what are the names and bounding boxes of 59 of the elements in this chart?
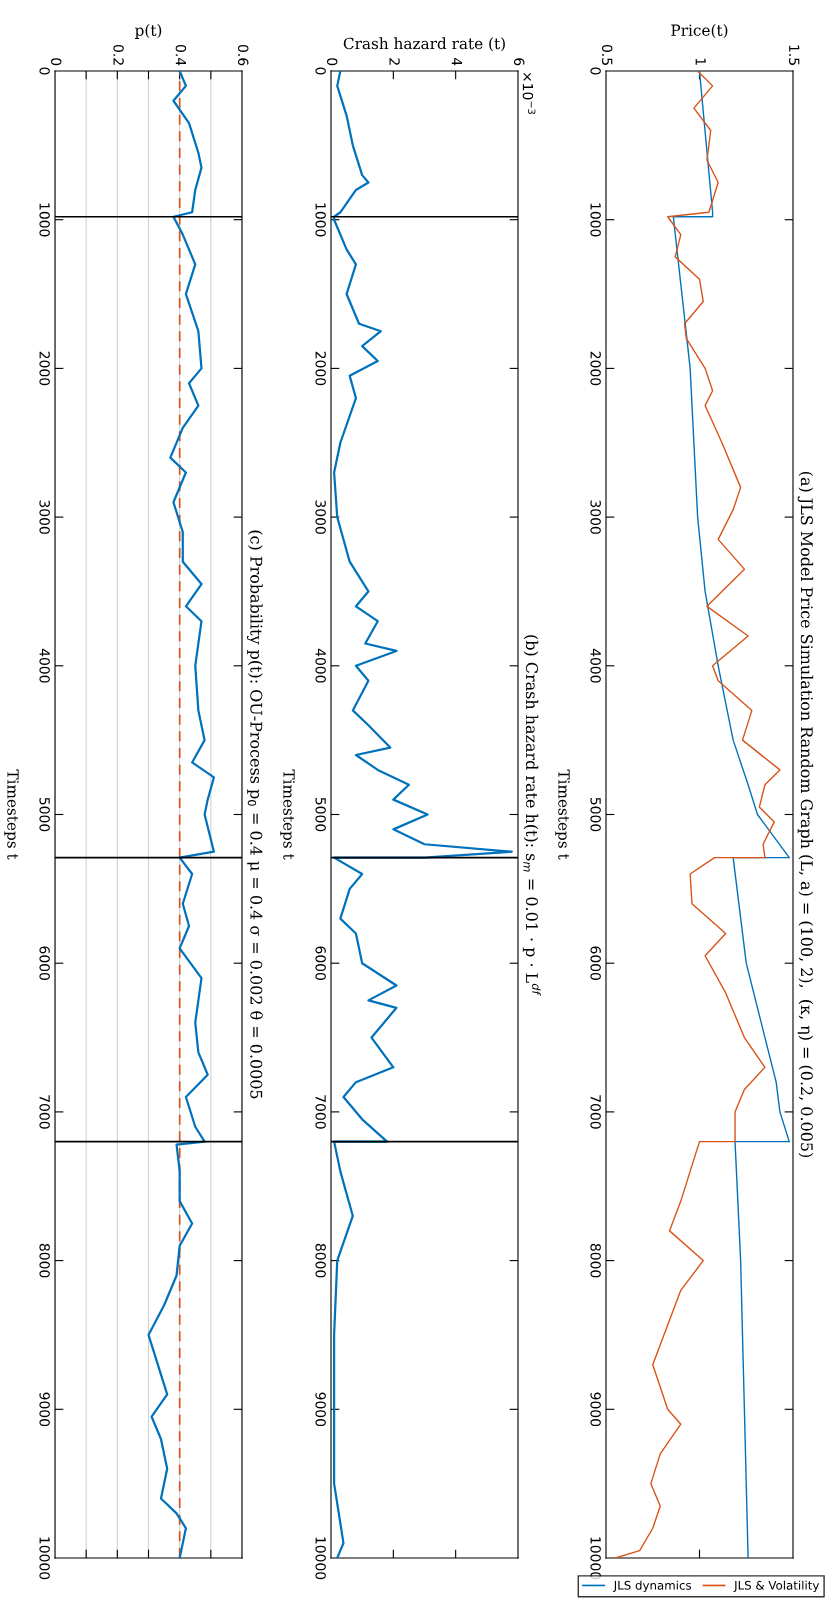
legend-label: JLS & Volatility [733,1580,820,1593]
line-series [614,71,781,1558]
x-tick-label: 2 [389,58,400,65]
y-tick-label: 5000 [590,797,601,832]
y-tick-label: 7000 [315,1095,326,1129]
text: (c) Probability p(t): OU-Process p$_{0}$ = 0.4 μ = 0.4 σ = 0.002 θ = 0.0005 [246,530,263,1099]
y-tick-label: 5000 [39,797,50,832]
y-tick-label: 10000 [590,1537,601,1580]
y-tick-label: 6000 [39,946,50,980]
x-tick-label: 0.5 [601,44,613,65]
x-axis-title: Price(t) [671,24,728,39]
y-tick-label: 7000 [39,1095,50,1129]
x-tick-label: 6 [513,58,525,66]
y-tick-label: 1000 [315,203,326,237]
text: (b) Crash hazard rate h(t): s$_{m}$ = 0.01 · p · L$^{df}$ [522,635,541,996]
y-tick-label: 4000 [39,648,50,683]
y-tick-label: 3000 [315,500,326,534]
x-tick-label: 4 [451,57,462,66]
y-tick-label: 5000 [315,797,326,832]
y-tick-label: 9000 [39,1392,50,1427]
y-tick-label: 2000 [590,351,601,386]
text: ×10$^{−3}$ [522,72,536,114]
legend-label: JLS dynamics [613,1580,692,1593]
y-tick-label: 0 [39,67,50,75]
y-tick-label: 3000 [39,500,50,534]
x-tick-label: 0 [50,58,62,66]
y-tick-label: 0 [315,67,326,75]
x-tick-label: 0.4 [175,44,187,66]
y-axis-title: Timesteps t [555,769,570,860]
x-tick-label: 0 [326,58,338,66]
y-tick-label: 8000 [39,1243,50,1278]
y-axis-title: Timesteps t [4,769,19,860]
y-tick-label: 2000 [39,351,50,386]
y-tick-label: 8000 [315,1243,326,1278]
y-tick-label: 10000 [315,1537,326,1580]
y-tick-label: 1000 [590,203,601,237]
y-tick-label: 7000 [590,1095,601,1129]
y-tick-label: 6000 [315,946,326,980]
y-tick-label: 4000 [315,648,326,683]
y-tick-label: 9000 [315,1392,326,1427]
y-axis-title: Timesteps t [280,769,295,860]
y-tick-label: 8000 [590,1243,601,1278]
x-tick-label: 1 [695,58,706,65]
line-series [672,71,790,1558]
line-series [147,71,216,1558]
x-tick-label: 0.6 [237,44,249,66]
x-tick-label: 0.2 [113,44,124,65]
y-tick-label: 3000 [590,500,601,534]
y-tick-label: 10000 [39,1537,50,1580]
text: (a) JLS Model Price Simulation Random Graph (L, a) = (100, 2), (κ, η) = (0.2, 0.005) [797,472,814,1157]
x-axis-title: Crash hazard rate (t) [343,37,505,52]
y-tick-label: 0 [590,67,601,75]
y-tick-label: 9000 [590,1392,601,1427]
y-tick-label: 1000 [39,203,50,237]
y-tick-label: 2000 [315,351,326,386]
y-tick-label: 6000 [590,946,601,980]
x-tick-label: 1.5 [788,45,800,65]
x-axis-title: p(t) [135,24,162,39]
y-tick-label: 4000 [590,648,601,683]
